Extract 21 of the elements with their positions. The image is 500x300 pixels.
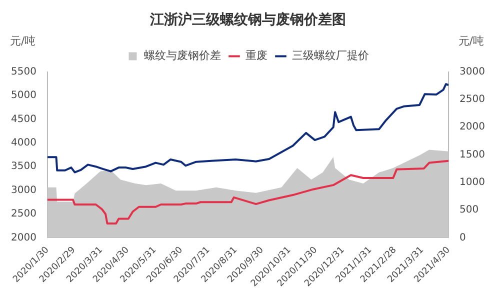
- y-tick-label: 5000: [10, 90, 36, 102]
- y2-tick-label: 2500: [460, 94, 486, 106]
- y-tick-label: 3500: [10, 161, 36, 172]
- y-tick-label: 2000: [10, 232, 36, 244]
- y-tick-label: 4000: [10, 137, 36, 148]
- chart-title: 江浙沪三级螺纹钢与废钢价差图: [149, 11, 346, 28]
- y2-tick-label: 3000: [460, 66, 486, 78]
- y2-tick-label: 1000: [460, 176, 486, 188]
- y-tick-label: 5500: [10, 66, 36, 78]
- y2-tick-label: 0: [460, 232, 466, 244]
- y2-tick-label: 500: [460, 204, 479, 216]
- y2-axis-title: 元/吨: [458, 34, 484, 48]
- y-tick-label: 2500: [10, 208, 36, 220]
- legend-label: 螺纹与废钢价差: [144, 49, 221, 62]
- legend-label: 三级螺纹厂提价: [292, 49, 369, 62]
- y-tick-label: 3000: [10, 184, 36, 196]
- y-tick-label: 4500: [10, 114, 36, 125]
- legend-label: 重废: [245, 49, 268, 62]
- y2-tick-label: 1500: [460, 149, 486, 160]
- y2-tick-label: 2000: [460, 122, 486, 133]
- y-axis-title: 元/吨: [10, 34, 36, 48]
